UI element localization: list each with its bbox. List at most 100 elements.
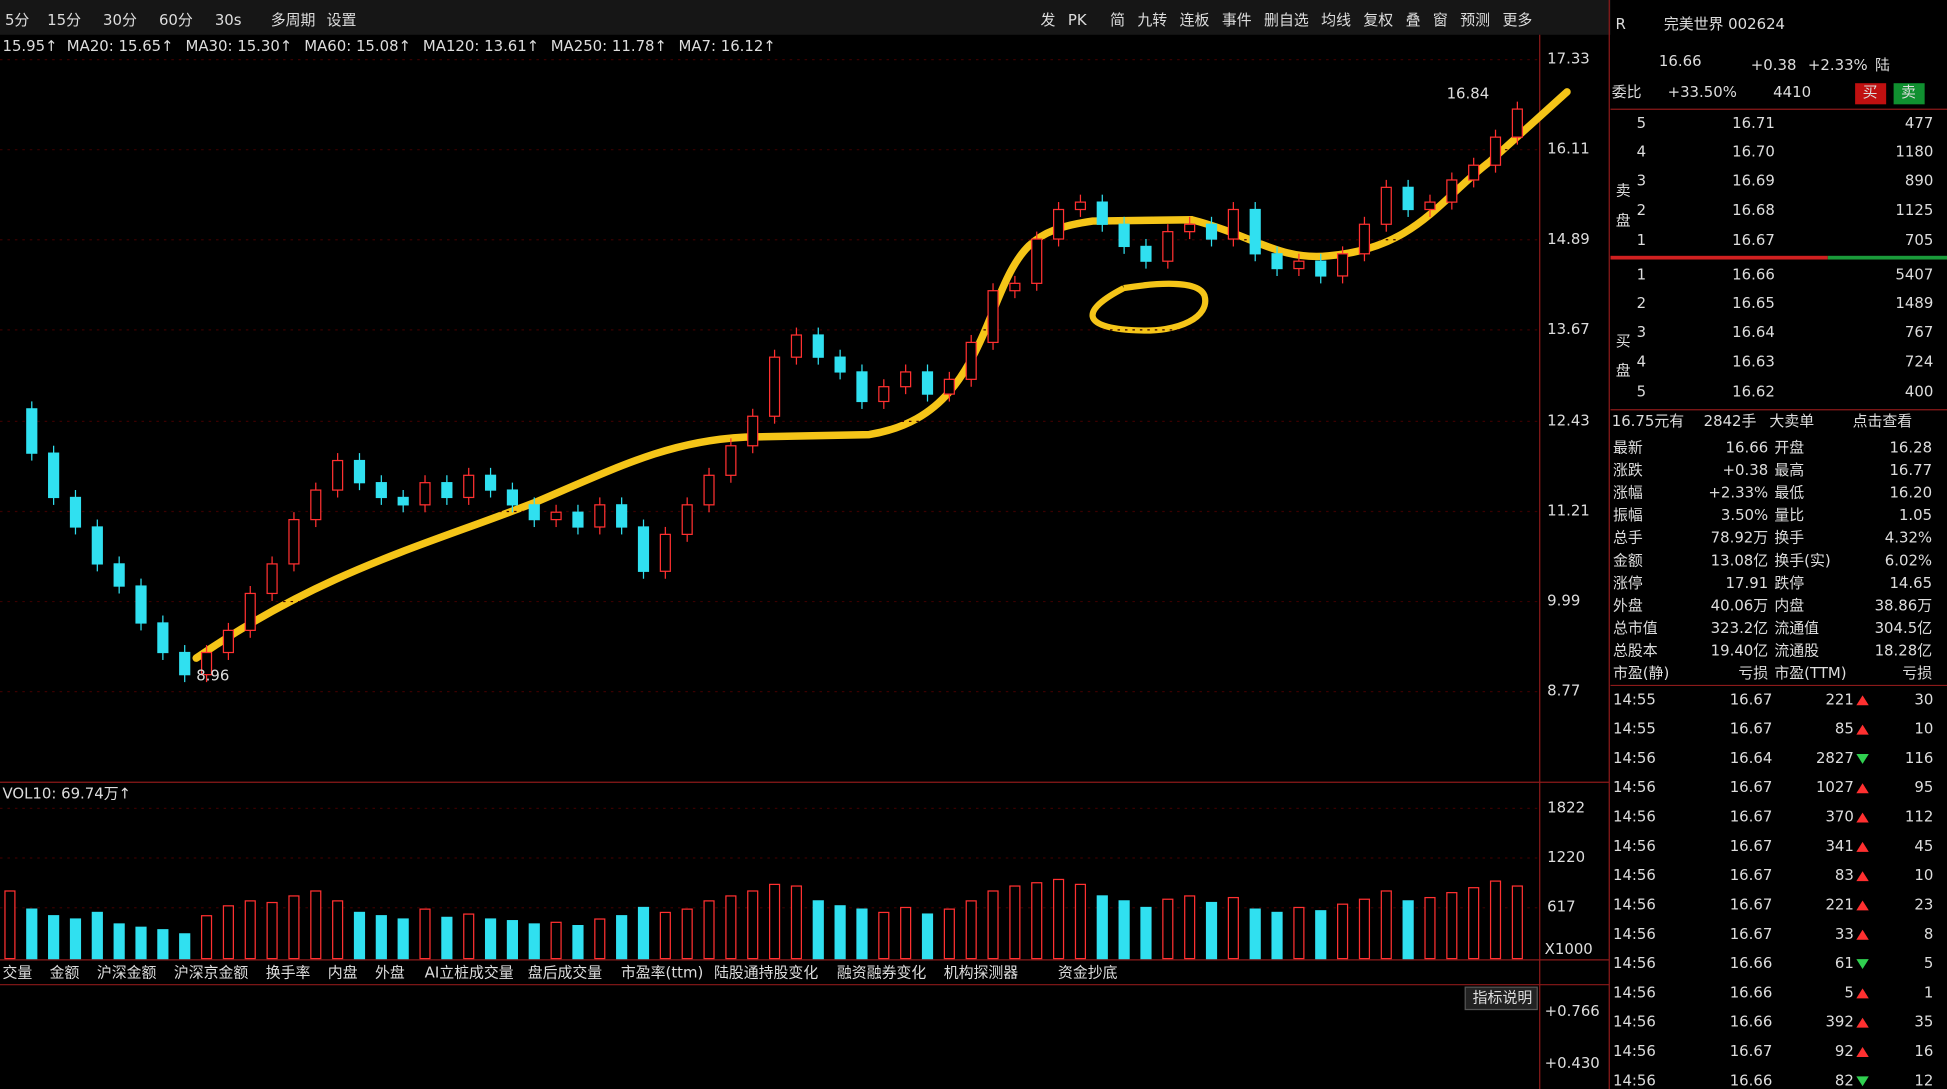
candle [113,563,125,587]
candle [1402,186,1414,211]
stat-label: 振幅 [1613,506,1643,524]
period-tab[interactable]: 60分 [159,11,193,29]
trade-volume: 341 [1825,837,1853,855]
stat-value: 16.28 [1889,438,1932,456]
tool-button[interactable]: 连板 [1180,11,1210,29]
indicator-tab[interactable]: 交量 [2,964,32,982]
stat-value: 78.92万 [1711,529,1769,547]
candle [463,474,475,499]
tool-button[interactable]: 均线 [1321,11,1351,29]
volume-bar [747,890,759,960]
help-button[interactable]: 指标说明 [1473,988,1533,1006]
indicator-tab[interactable]: AI立桩成交量 [425,964,514,982]
period-tab[interactable]: 多周期 [271,11,316,29]
tool-button[interactable]: 预测 [1460,11,1490,29]
period-tab[interactable]: 5分 [5,11,29,29]
stat-value: 17.91 [1726,574,1769,592]
candle [1511,108,1523,138]
buy-btn-bg [1855,83,1887,105]
indicator-tab[interactable]: 融资融券变化 [837,964,926,982]
stat-label: 开盘 [1774,438,1804,456]
indicator-tab[interactable]: 金额 [50,964,80,982]
stat-value: 16.77 [1889,461,1932,479]
indicator-tab[interactable]: 内盘 [328,964,358,982]
trade-time: 14:56 [1613,925,1656,943]
tool-button[interactable]: 发 [1041,11,1056,29]
ma-legend: MA120: 13.61↑ [423,37,539,55]
period-tab[interactable]: 设置 [327,11,357,29]
indicator-tab[interactable]: 陆股通持股变化 [714,964,818,982]
stat-label: 内盘 [1774,596,1804,614]
indicator-tab[interactable]: 沪深京金额 [174,964,249,982]
stat-label: 量比 [1774,506,1804,524]
indicator-tab[interactable]: 沪深金额 [97,964,157,982]
stat-label: 涨停 [1613,574,1643,592]
y-tick-label: 617 [1547,898,1575,916]
trade-count: 1 [1924,983,1933,1001]
candle [616,504,628,528]
trade-volume: 1027 [1816,778,1854,796]
trade-volume: 221 [1825,895,1853,913]
volume-bar [1249,908,1261,960]
tool-button[interactable]: 简 [1110,11,1125,29]
indicator-tab[interactable]: 市盈率(ttm) [621,964,703,982]
stat-label: 跌停 [1774,574,1804,592]
level-price: 16.69 [1732,171,1775,189]
sell-button[interactable]: 卖 [1901,83,1916,101]
volume-label: VOL10: 69.74万↑ [2,785,131,803]
y-tick-label: +0.430 [1545,1054,1600,1072]
trade-count: 45 [1914,837,1933,855]
period-tab[interactable]: 15分 [47,11,81,29]
volume-bar [69,918,82,960]
trade-arrow [1856,871,1869,882]
volume-bar [1162,898,1174,960]
volume-bar [987,890,999,960]
volume-bar [1468,887,1480,960]
stat-value: 323.2亿 [1711,619,1769,637]
trade-count: 23 [1914,895,1933,913]
big-order[interactable]: 点击查看 [1853,412,1913,430]
volume-bar [616,915,628,960]
buy-button[interactable]: 买 [1863,83,1878,101]
volume-bar [288,895,300,960]
trade-arrow [1856,695,1869,706]
tool-button[interactable]: 九转 [1137,11,1167,29]
trade-price: 16.66 [1730,1013,1773,1031]
stat-label: 流通股 [1774,642,1819,660]
volume-bar [1074,883,1087,960]
trade-count: 12 [1914,1071,1933,1089]
indicator-tab[interactable]: 换手率 [266,964,311,982]
stat-label: 换手(实) [1774,551,1830,569]
candle [1227,208,1239,240]
stat-value: 4.32% [1885,529,1932,547]
period-tab[interactable]: 30s [215,11,242,29]
tool-button[interactable]: 复权 [1363,11,1393,29]
candle [1184,223,1196,233]
indicator-tab[interactable]: 机构探测器 [944,964,1019,982]
trade-arrow [1856,783,1869,794]
volume-bar [1315,910,1327,960]
tool-button[interactable]: 事件 [1222,11,1252,29]
indicator-tab[interactable]: 资金抄底 [1058,964,1118,982]
candle [441,482,453,499]
volume-bar [659,911,671,960]
volume-bar [1511,885,1523,960]
stat-label: 最低 [1774,483,1804,501]
indicator-tab[interactable]: 盘后成交量 [528,964,603,982]
tool-button[interactable]: PK [1068,11,1088,29]
volume-bar [91,911,103,960]
stat-value: 304.5亿 [1875,619,1933,637]
tool-button[interactable]: 窗 [1433,11,1448,29]
period-tab[interactable]: 30分 [103,11,137,29]
y-tick-label: 8.77 [1547,682,1580,700]
tool-button[interactable]: 更多 [1502,11,1532,29]
level-volume: 767 [1905,323,1933,341]
candle [332,459,344,491]
tool-button[interactable]: 叠 [1406,11,1421,29]
volume-bar [506,920,518,960]
indicator-tab[interactable]: 外盘 [375,964,405,982]
candle [1205,223,1218,240]
trade-time: 14:56 [1613,866,1656,884]
tool-button[interactable]: 删自选 [1264,11,1309,29]
